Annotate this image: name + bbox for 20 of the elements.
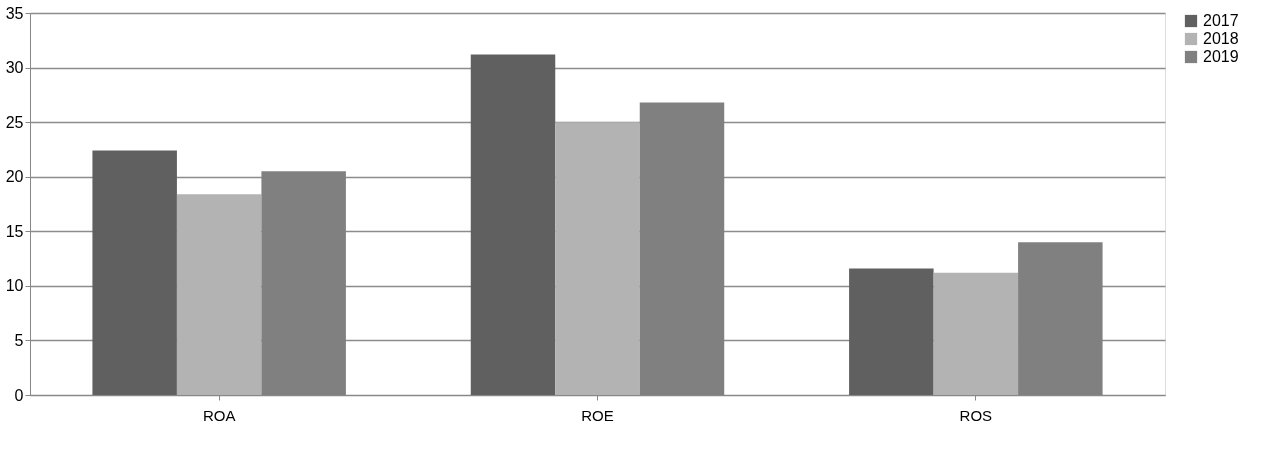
y-tick-label: 15	[5, 222, 24, 240]
bar	[92, 150, 177, 395]
bar	[849, 268, 934, 395]
legend-label: 2018	[1203, 30, 1239, 47]
x-tick-label: ROA	[202, 406, 236, 424]
y-tick-label: 35	[5, 4, 24, 22]
bar	[470, 54, 556, 395]
bar	[176, 194, 262, 395]
x-tick-label: ROS	[959, 406, 993, 424]
legend-label: 2019	[1203, 48, 1239, 65]
bar	[933, 272, 1019, 395]
y-tick-label: 20	[5, 168, 24, 186]
x-tick-label: ROE	[581, 406, 614, 424]
y-tick-label: 0	[14, 386, 24, 404]
y-tick-label: 10	[5, 277, 24, 295]
y-tick-label: 30	[5, 59, 24, 77]
bar	[555, 122, 640, 395]
y-tick-label: 5	[14, 331, 24, 349]
y-tick-label: 25	[5, 113, 24, 131]
legend-label: 2017	[1203, 12, 1239, 29]
